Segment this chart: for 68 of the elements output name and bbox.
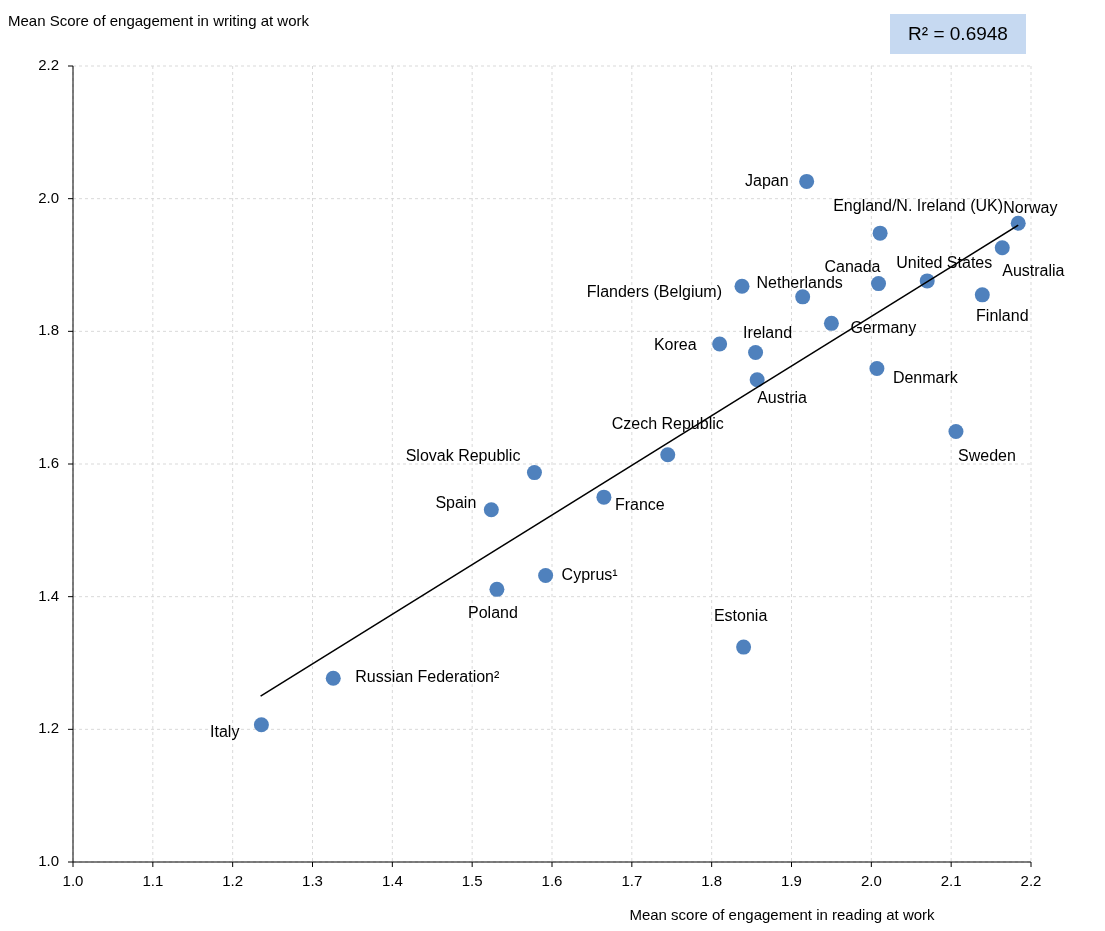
point xyxy=(736,639,752,655)
annotation: Italy xyxy=(210,722,240,740)
point xyxy=(734,278,750,294)
annotation: Cyprus¹ xyxy=(561,565,618,583)
y-tick-label: 1.2 xyxy=(38,719,59,737)
annotation: Germany xyxy=(850,318,917,336)
annotation: Sweden xyxy=(958,446,1016,464)
point xyxy=(749,372,765,388)
x-tick-label: 1.4 xyxy=(381,872,403,889)
point xyxy=(253,717,269,733)
annotation: Slovak Republic xyxy=(405,446,521,464)
annotation: Estonia xyxy=(713,607,768,625)
y-tick-label: 1.0 xyxy=(38,851,59,869)
annotation: Canada xyxy=(824,257,881,275)
point xyxy=(872,225,888,241)
point xyxy=(483,502,499,518)
point xyxy=(869,360,885,376)
annotation: Netherlands xyxy=(756,274,843,292)
x-tick-label: 1.8 xyxy=(701,872,723,889)
point xyxy=(795,289,811,305)
x-axis-title: Mean score of engagement in reading at work xyxy=(629,906,936,923)
x-tick-label: 1.2 xyxy=(222,872,244,889)
point xyxy=(748,345,764,361)
y-tick-label: 1.4 xyxy=(38,586,59,604)
point xyxy=(489,581,505,597)
x-tick-label: 2.0 xyxy=(860,872,882,889)
x-tick-label: 1.6 xyxy=(541,872,563,889)
annotation: England/N. Ireland (UK) xyxy=(833,197,1004,215)
point xyxy=(1010,215,1026,231)
annotation: Russian Federation² xyxy=(355,668,500,686)
annotation: Spain xyxy=(435,493,477,511)
x-tick-label: 2.1 xyxy=(940,872,962,889)
x-tick-label: 1.9 xyxy=(781,872,802,889)
point xyxy=(712,336,728,352)
x-tick-label: 1.7 xyxy=(621,872,643,889)
point xyxy=(994,240,1010,256)
text: R² = 0.6948 xyxy=(908,23,1008,45)
annotation: Japan xyxy=(745,171,789,189)
x-tick-label: 2.2 xyxy=(1020,872,1042,889)
point xyxy=(823,315,839,331)
x-tick-label: 1.0 xyxy=(62,872,84,889)
point xyxy=(538,567,554,583)
point xyxy=(974,287,990,303)
x-tick-label: 1.1 xyxy=(142,872,164,889)
point xyxy=(596,489,612,505)
annotation: Flanders (Belgium) xyxy=(586,283,722,301)
y-tick-label: 1.6 xyxy=(38,453,59,471)
y-tick-label: 2.2 xyxy=(38,55,59,73)
annotation: Denmark xyxy=(892,368,959,386)
annotation: Korea xyxy=(653,336,697,354)
annotation: Austria xyxy=(757,388,808,406)
point xyxy=(799,173,815,189)
x-tick-label: 1.3 xyxy=(302,872,323,889)
annotation: Finland xyxy=(976,307,1029,325)
point xyxy=(948,424,964,439)
annotation: Poland xyxy=(468,603,518,621)
annotation: Norway xyxy=(1003,199,1058,217)
annotation: France xyxy=(614,496,665,514)
y-tick-label: 2.0 xyxy=(38,188,59,206)
point xyxy=(660,447,676,463)
x-tick-label: 1.5 xyxy=(461,872,483,889)
annotation: Ireland xyxy=(743,323,793,341)
point xyxy=(526,465,542,481)
y-axis-title: Mean Score of engagement in writing at work xyxy=(8,12,310,29)
annotation: Australia xyxy=(1002,261,1065,279)
y-tick-label: 1.8 xyxy=(38,321,59,339)
point xyxy=(871,276,887,292)
point xyxy=(325,670,341,686)
